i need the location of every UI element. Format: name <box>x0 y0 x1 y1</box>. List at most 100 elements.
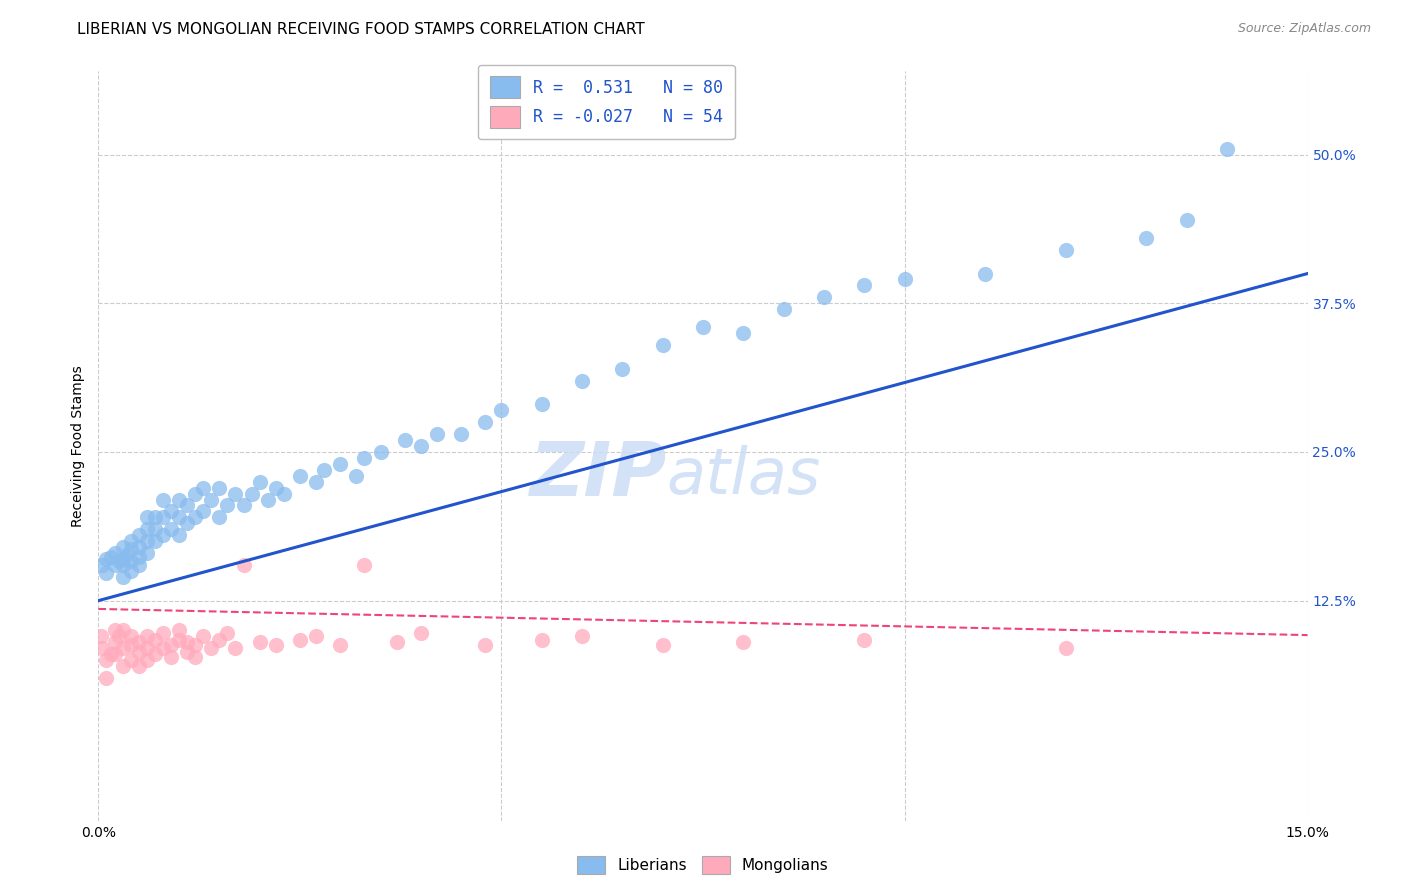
Point <box>853 632 876 647</box>
Point <box>612 361 634 376</box>
Point <box>128 558 150 572</box>
Legend: Liberians, Mongolians: Liberians, Mongolians <box>571 850 835 880</box>
Point <box>167 624 190 638</box>
Point <box>385 635 408 649</box>
Y-axis label: Receiving Food Stamps: Receiving Food Stamps <box>70 365 84 527</box>
Point <box>193 629 215 643</box>
Point <box>96 653 118 667</box>
Point <box>135 522 157 536</box>
Point <box>733 326 755 340</box>
Point <box>474 638 496 652</box>
Point <box>135 629 157 643</box>
Point <box>176 516 198 531</box>
Point <box>120 564 142 578</box>
Point <box>111 570 134 584</box>
Point <box>772 302 794 317</box>
Point <box>853 278 876 293</box>
Point <box>160 638 183 652</box>
Point <box>91 558 114 572</box>
Point <box>128 635 150 649</box>
Point <box>100 647 122 661</box>
Point <box>1054 641 1077 656</box>
Point <box>184 649 207 664</box>
Point <box>651 338 673 352</box>
Point <box>128 659 150 673</box>
Point <box>651 638 673 652</box>
Point <box>120 534 142 549</box>
Point <box>167 528 190 542</box>
Point <box>135 641 157 656</box>
Text: LIBERIAN VS MONGOLIAN RECEIVING FOOD STAMPS CORRELATION CHART: LIBERIAN VS MONGOLIAN RECEIVING FOOD STA… <box>77 22 645 37</box>
Point <box>273 486 295 500</box>
Point <box>176 635 198 649</box>
Point <box>91 641 114 656</box>
Point <box>491 403 513 417</box>
Point <box>733 635 755 649</box>
Point <box>96 671 118 685</box>
Point <box>314 463 336 477</box>
Point <box>344 468 367 483</box>
Point <box>111 558 134 572</box>
Point <box>176 645 198 659</box>
Point <box>184 638 207 652</box>
Point <box>409 439 432 453</box>
Point <box>103 558 125 572</box>
Point <box>224 641 246 656</box>
Point <box>224 486 246 500</box>
Point <box>184 510 207 524</box>
Point <box>571 629 593 643</box>
Point <box>143 534 166 549</box>
Point <box>1216 142 1239 156</box>
Point <box>120 542 142 557</box>
Point <box>96 552 118 566</box>
Point <box>143 647 166 661</box>
Point <box>232 558 254 572</box>
Point <box>305 475 328 489</box>
Point <box>100 549 122 564</box>
Point <box>135 510 157 524</box>
Point <box>450 427 472 442</box>
Point <box>103 546 125 560</box>
Point <box>107 629 129 643</box>
Point <box>96 566 118 581</box>
Point <box>200 492 222 507</box>
Point <box>120 638 142 652</box>
Point <box>120 653 142 667</box>
Point <box>167 492 190 507</box>
Point <box>426 427 449 442</box>
Point <box>152 528 174 542</box>
Point <box>128 540 150 554</box>
Point <box>353 558 375 572</box>
Point <box>128 528 150 542</box>
Point <box>143 510 166 524</box>
Point <box>208 510 231 524</box>
Point <box>111 624 134 638</box>
Point <box>135 546 157 560</box>
Point <box>217 499 239 513</box>
Point <box>974 267 997 281</box>
Point <box>128 549 150 564</box>
Point <box>128 645 150 659</box>
Point <box>193 481 215 495</box>
Point <box>152 492 174 507</box>
Point <box>115 549 138 563</box>
Text: atlas: atlas <box>666 445 821 507</box>
Point <box>200 641 222 656</box>
Legend: R =  0.531   N = 80, R = -0.027   N = 54: R = 0.531 N = 80, R = -0.027 N = 54 <box>478 65 734 139</box>
Point <box>1054 243 1077 257</box>
Point <box>90 629 112 643</box>
Point <box>208 632 231 647</box>
Point <box>143 522 166 536</box>
Point <box>208 481 231 495</box>
Point <box>370 445 392 459</box>
Point <box>409 625 432 640</box>
Point <box>1175 213 1198 227</box>
Point <box>305 629 328 643</box>
Point <box>103 624 125 638</box>
Point <box>143 632 166 647</box>
Point <box>120 554 142 568</box>
Point <box>184 486 207 500</box>
Point <box>167 632 190 647</box>
Point <box>893 272 915 286</box>
Text: ZIP: ZIP <box>530 440 666 513</box>
